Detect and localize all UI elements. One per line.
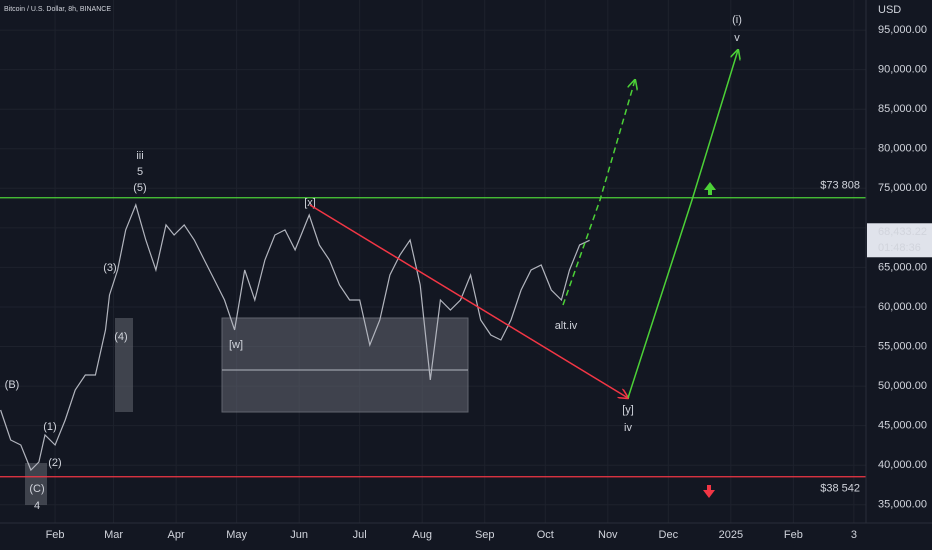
alt-projection-arrow <box>562 80 635 306</box>
projection-arrow <box>309 204 628 398</box>
x-tick-label: Jul <box>353 529 367 541</box>
wave-label: (i) <box>732 14 742 26</box>
zone-box <box>221 317 469 413</box>
x-tick-label: Feb <box>46 529 65 541</box>
x-tick-label: Oct <box>537 529 554 541</box>
wave-label: 4 <box>34 500 40 512</box>
x-tick-label: Dec <box>659 529 679 541</box>
price-tag-label: 68,433.22 <box>878 226 927 238</box>
x-tick-label: Jun <box>290 529 308 541</box>
y-tick-label: 90,000.00 <box>878 64 927 76</box>
wave-label: 5 <box>137 166 143 178</box>
y-axis-panel <box>866 0 932 550</box>
y-axis-label: USD <box>878 4 901 16</box>
wave-label: [y] <box>622 404 634 416</box>
y-tick-label: 60,000.00 <box>878 301 927 313</box>
x-tick-label: Aug <box>412 529 432 541</box>
plot: $73 808 $38 542 (B) (1) (2) (C) 4 (3) (4) iii 5 (5)… <box>0 14 866 512</box>
grid <box>0 0 866 523</box>
wave-label: [w] <box>229 339 243 351</box>
wave-label: alt.iv <box>555 320 578 332</box>
y-tick-label: 35,000.00 <box>878 499 927 511</box>
up-arrow-icon <box>704 182 716 195</box>
projection-arrow <box>627 50 738 399</box>
y-tick-label: 85,000.00 <box>878 103 927 115</box>
level-label: $38 542 <box>820 483 860 495</box>
y-tick-label: 95,000.00 <box>878 24 927 36</box>
down-arrow-icon <box>703 485 715 498</box>
level-label: $73 808 <box>820 180 860 192</box>
y-tick-label: 65,000.00 <box>878 261 927 273</box>
y-tick-label: 50,000.00 <box>878 380 927 392</box>
wave-label: (5) <box>133 182 146 194</box>
zone-box <box>115 318 133 412</box>
x-tick-label: Apr <box>168 529 185 541</box>
wave-label: v <box>734 32 740 44</box>
wave-label: (B) <box>5 379 20 391</box>
zone-box <box>25 463 47 505</box>
price-tag <box>867 223 932 258</box>
x-tick-label: Feb <box>784 529 803 541</box>
wave-label: iii <box>136 150 143 162</box>
wave-label: (2) <box>48 457 61 469</box>
y-tick-label: 40,000.00 <box>878 459 927 471</box>
x-tick-label: May <box>226 529 247 541</box>
wave-label: (3) <box>103 262 116 274</box>
axes: 35,000.00 40,000.00 45,000.00 50,000.00 55,0… <box>46 24 932 541</box>
wave-label: iv <box>624 422 632 434</box>
wave-label: (4) <box>114 331 127 343</box>
y-tick-label: 55,000.00 <box>878 340 927 352</box>
price-line <box>0 203 590 472</box>
x-tick-label: 3 <box>851 529 857 541</box>
y-tick-label: 45,000.00 <box>878 420 927 432</box>
countdown-label: 01:48:36 <box>878 242 921 254</box>
wave-label: (C) <box>29 483 44 495</box>
x-tick-label: Mar <box>104 529 123 541</box>
x-tick-label: 2025 <box>719 529 743 541</box>
y-tick-label: 80,000.00 <box>878 143 927 155</box>
x-tick-label: Nov <box>598 529 618 541</box>
wave-label: [x] <box>304 197 316 209</box>
wave-label: (1) <box>43 421 56 433</box>
x-tick-label: Sep <box>475 529 495 541</box>
chart-title: Bitcoin / U.S. Dollar, 8h, BINANCE <box>4 6 111 13</box>
y-tick-label: 75,000.00 <box>878 182 927 194</box>
